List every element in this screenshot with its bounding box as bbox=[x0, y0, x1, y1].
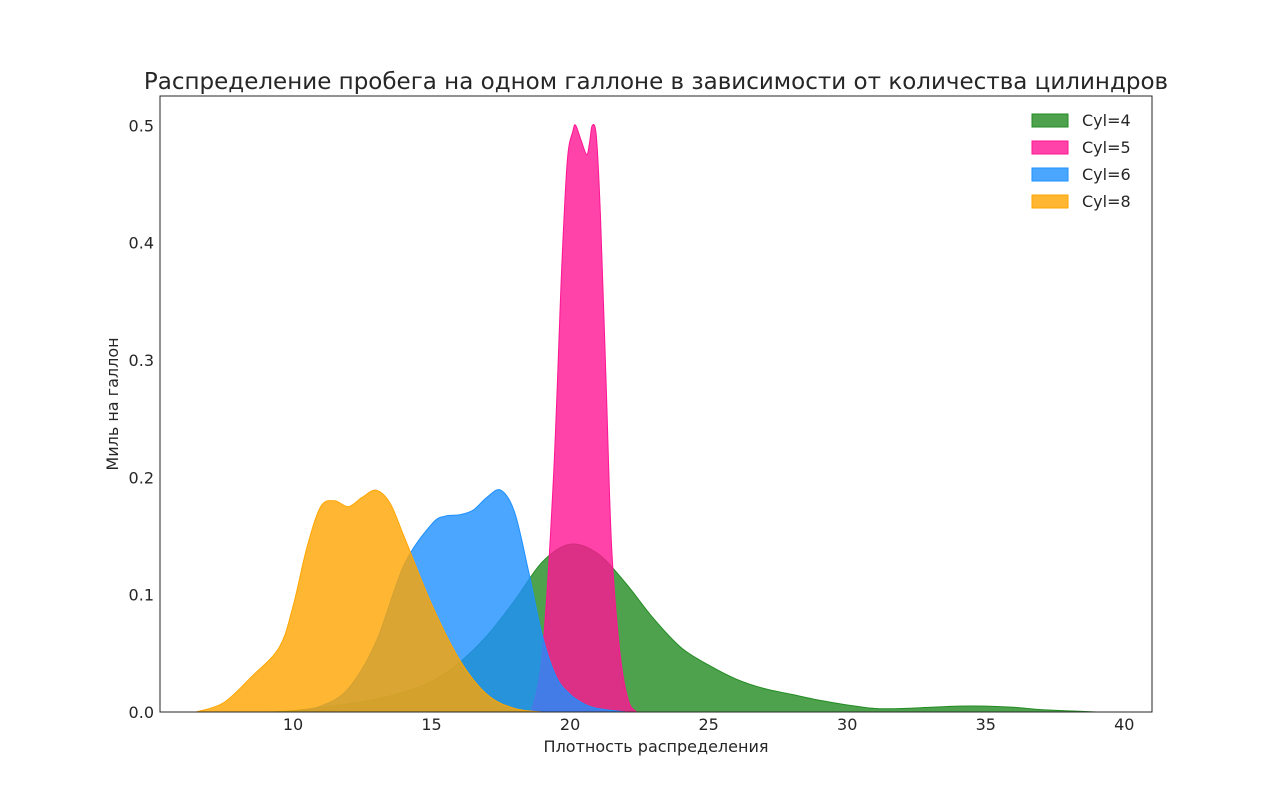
legend-item: Cyl=6 bbox=[1031, 165, 1131, 184]
chart-title: Распределение пробега на одном галлоне в… bbox=[144, 69, 1168, 95]
y-tick-label: 0.3 bbox=[129, 351, 154, 370]
legend-swatch bbox=[1031, 167, 1069, 182]
x-tick-label: 15 bbox=[421, 715, 441, 734]
legend-label: Cyl=5 bbox=[1082, 138, 1131, 157]
plot-frame bbox=[159, 95, 1153, 713]
x-tick-label: 25 bbox=[698, 715, 718, 734]
y-axis-label: Миль на галлон bbox=[103, 337, 122, 470]
series-area-cyl-5 bbox=[530, 123, 638, 712]
legend-item: Cyl=8 bbox=[1031, 192, 1131, 211]
x-tick-label: 30 bbox=[837, 715, 857, 734]
legend-label: Cyl=6 bbox=[1082, 165, 1131, 184]
y-axis: 0.0 0.1 0.2 0.3 0.4 0.5 bbox=[129, 116, 154, 722]
series-area-cyl-8 bbox=[195, 489, 543, 712]
y-tick-label: 0.4 bbox=[129, 234, 154, 253]
x-axis: 10 15 20 25 30 35 40 bbox=[283, 715, 1135, 734]
series-areas bbox=[195, 123, 1097, 712]
y-tick-label: 0.5 bbox=[129, 116, 154, 135]
x-tick-label: 35 bbox=[976, 715, 996, 734]
x-axis-label: Плотность распределения bbox=[544, 737, 769, 756]
legend-swatch bbox=[1031, 194, 1069, 209]
legend-item: Cyl=5 bbox=[1031, 138, 1131, 157]
legend-swatch bbox=[1031, 140, 1069, 155]
y-tick-label: 0.0 bbox=[129, 703, 154, 722]
legend-swatch bbox=[1031, 113, 1069, 128]
legend-label: Cyl=4 bbox=[1082, 111, 1131, 130]
legend: Cyl=4 Cyl=5 Cyl=6 Cyl=8 bbox=[1031, 111, 1131, 211]
legend-item: Cyl=4 bbox=[1031, 111, 1131, 130]
x-tick-label: 20 bbox=[560, 715, 580, 734]
x-tick-label: 40 bbox=[1114, 715, 1134, 734]
y-tick-label: 0.1 bbox=[129, 586, 154, 605]
y-tick-label: 0.2 bbox=[129, 468, 154, 487]
legend-label: Cyl=8 bbox=[1082, 192, 1131, 211]
x-tick-label: 10 bbox=[283, 715, 303, 734]
